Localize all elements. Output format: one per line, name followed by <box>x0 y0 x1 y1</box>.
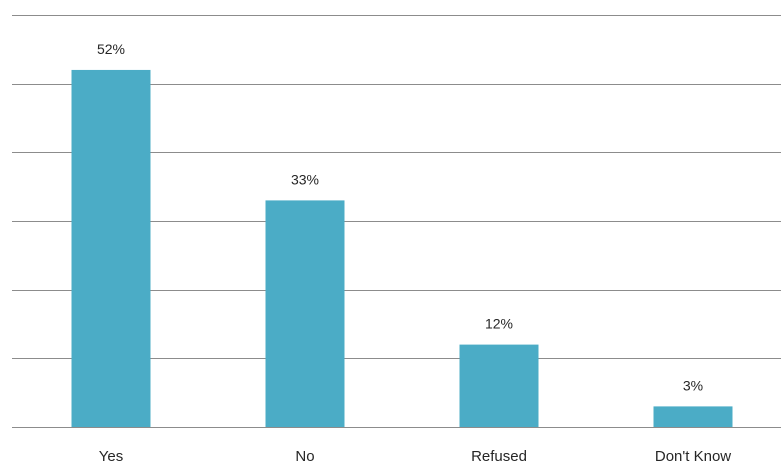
x-tick-label: Don't Know <box>655 448 731 465</box>
data-label: 3% <box>683 377 703 393</box>
bar-don-t-know <box>653 406 733 427</box>
data-label: 52% <box>97 41 125 57</box>
x-axis-tick-labels: Yes No Refused Don't Know <box>99 448 732 465</box>
bar-refused <box>459 344 539 427</box>
data-label: 33% <box>291 171 319 187</box>
x-tick-label: Yes <box>99 448 123 465</box>
x-tick-label: No <box>295 448 314 465</box>
bars <box>71 69 733 427</box>
data-label: 12% <box>485 316 513 332</box>
value-labels: 52% 33% 12% 3% <box>97 41 703 393</box>
x-tick-label: Refused <box>471 448 527 465</box>
bar-no <box>265 200 345 427</box>
bar-yes <box>71 69 151 427</box>
